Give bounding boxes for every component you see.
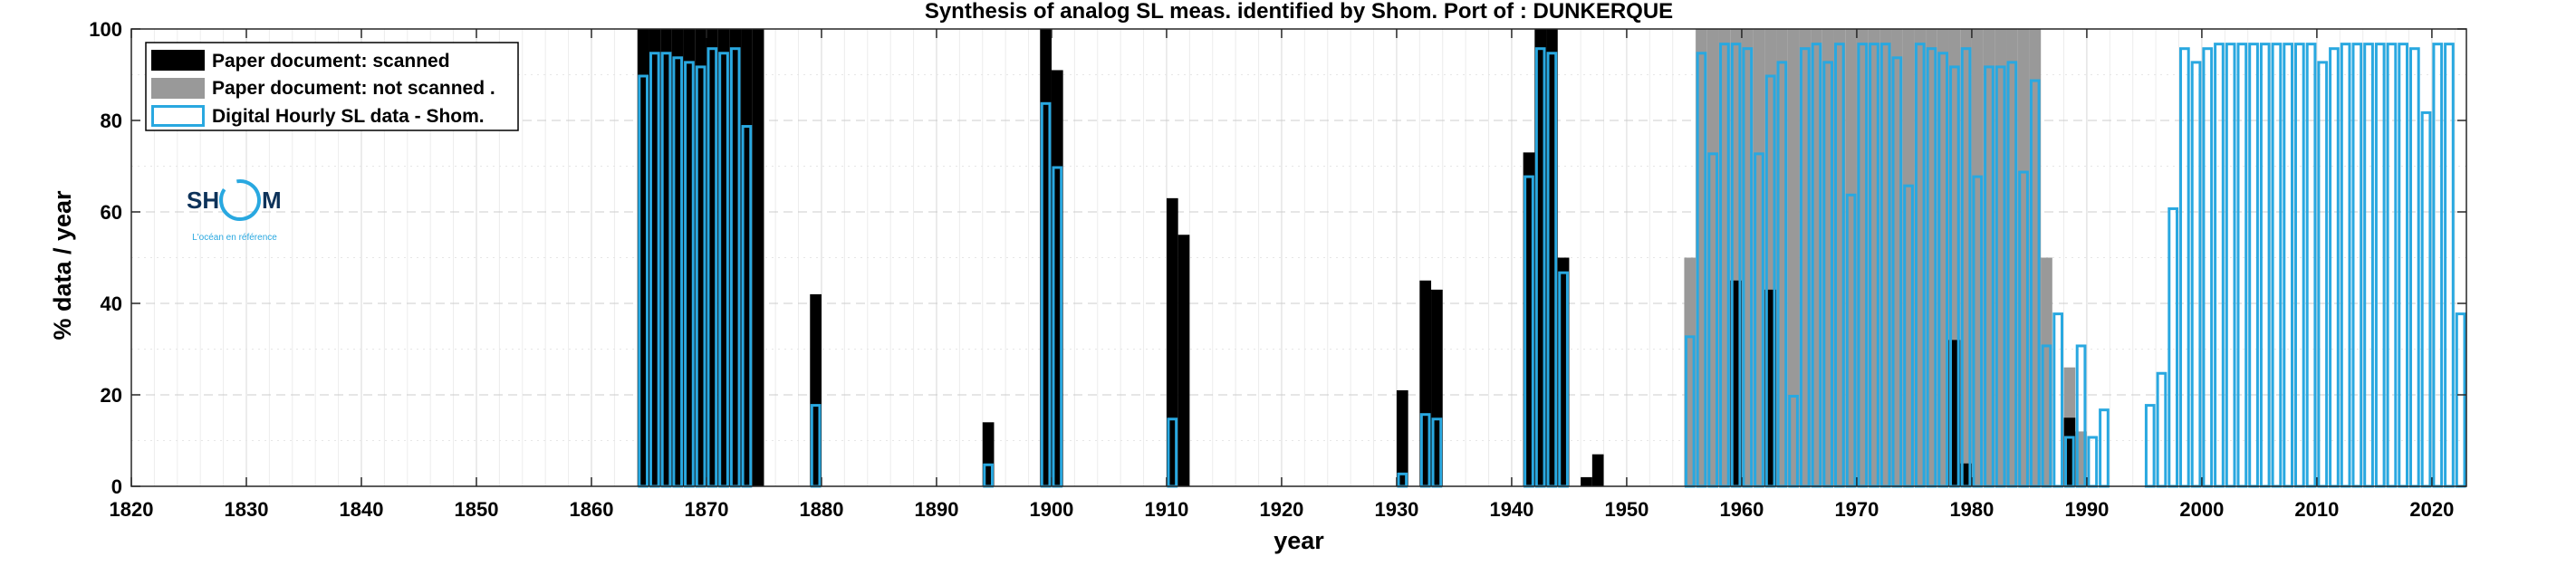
legend-box — [145, 42, 519, 131]
x-tick-label: 2010 — [2294, 498, 2339, 521]
legend-label-not-scanned: Paper document: not scanned . — [212, 78, 495, 99]
bar-scanned — [1166, 197, 1178, 486]
bar-scanned — [1177, 235, 1190, 486]
chart-title: Synthesis of analog SL meas. identified … — [925, 0, 1673, 24]
logo-circle-icon — [219, 179, 261, 221]
x-tick-label: 1830 — [225, 498, 269, 521]
x-axis-title: year — [1274, 527, 1324, 554]
legend-label-scanned: Paper document: scanned — [212, 51, 450, 72]
x-tick-label: 1840 — [340, 498, 384, 521]
x-tick-label: 1960 — [1719, 498, 1764, 521]
y-tick-label: 0 — [111, 475, 122, 498]
bar-scanned — [1396, 389, 1408, 486]
x-tick-label: 2020 — [2409, 498, 2454, 521]
x-tick-label: 1870 — [684, 498, 728, 521]
bars — [637, 29, 2466, 488]
axes — [130, 28, 2467, 487]
y-tick-label: 60 — [101, 201, 122, 224]
x-tick-label: 1900 — [1029, 498, 1073, 521]
legend-swatch-digital — [151, 105, 205, 127]
y-tick-label: 100 — [89, 18, 122, 41]
x-tick-label: 1940 — [1489, 498, 1533, 521]
x-tick-label: 1820 — [110, 498, 154, 521]
y-tick-label: 40 — [101, 293, 122, 315]
legend: Paper document: scanned Paper document: … — [145, 42, 519, 131]
x-tick-label: 1890 — [914, 498, 958, 521]
x-tick-label: 1920 — [1259, 498, 1303, 521]
x-tick-label: 1930 — [1374, 498, 1418, 521]
legend-swatch-not-scanned — [151, 78, 205, 99]
y-axis-title: % data / year — [49, 190, 76, 341]
logo-tagline: L'océan en référence — [192, 233, 277, 243]
bar-scanned — [752, 29, 764, 486]
x-tick-label: 2000 — [2179, 498, 2224, 521]
logo-text-right: M — [262, 187, 282, 214]
x-tick-label: 1970 — [1834, 498, 1879, 521]
x-tick-label: 1880 — [799, 498, 843, 521]
shom-logo: SH M L'océan en référence — [187, 179, 282, 243]
y-tick-label: 80 — [101, 110, 122, 132]
x-tick-label: 1910 — [1144, 498, 1188, 521]
legend-label-digital: Digital Hourly SL data - Shom. — [212, 106, 485, 127]
x-tick-label: 1950 — [1604, 498, 1648, 521]
x-tick-label: 1980 — [1949, 498, 1994, 521]
bar-scanned — [1581, 476, 1592, 486]
logo-text-left: SH — [187, 187, 219, 214]
tick-labels: 1820 1830 1840 1850 1860 1870 1880 1890 1900 1910… — [89, 18, 2466, 521]
y-tick-label: 20 — [101, 384, 122, 407]
x-tick-label: 1990 — [2064, 498, 2109, 521]
bar-scanned — [1591, 454, 1604, 486]
legend-swatch-scanned — [151, 50, 205, 71]
x-tick-label: 1850 — [455, 498, 499, 521]
x-tick-label: 1860 — [570, 498, 614, 521]
plot-frame — [130, 28, 2467, 487]
bar-not-scanned — [1787, 29, 1800, 486]
